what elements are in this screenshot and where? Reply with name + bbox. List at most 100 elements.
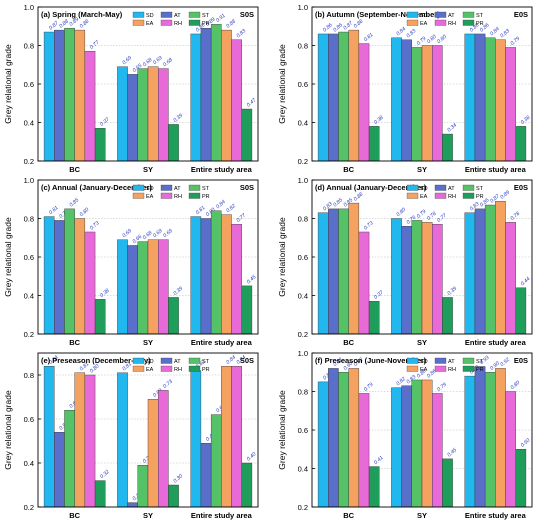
bar-value-label: 0.79: [510, 36, 522, 47]
bar-value-label: 0.80: [89, 363, 101, 374]
legend-swatch-PR: [462, 365, 475, 372]
bar-ST: [210, 210, 222, 335]
y-tick-label: 0.4: [298, 291, 308, 300]
plot-frame: [37, 179, 259, 335]
bar-value-label: 0.78: [426, 211, 438, 222]
bar-AT: [54, 29, 65, 162]
y-tick-label: 1.0: [24, 3, 34, 12]
bar-ST: [137, 465, 149, 508]
bar-EA: [421, 379, 433, 508]
y-tick-label: 0.6: [24, 80, 34, 89]
bar-value-label: 0.39: [142, 454, 154, 465]
bar-ST: [64, 410, 75, 508]
legend: SD AT ST EA RH PR: [132, 184, 210, 200]
legend-label-ST: ST: [202, 13, 210, 19]
legend-label-RH: RH: [448, 194, 456, 200]
bar-PR: [241, 462, 253, 508]
bar-value-label: 0.54: [58, 421, 70, 432]
bar-value-label: 0.90: [489, 361, 501, 372]
y-tick-label: 0.6: [24, 415, 34, 424]
legend-label-ST: ST: [202, 186, 210, 192]
bar-value-label: 0.68: [162, 57, 174, 68]
bar-value-label: 0.80: [205, 207, 217, 218]
bar-AT: [474, 208, 486, 335]
bar-SD: [43, 366, 55, 508]
panel-title: (d) Annual (January-December): [315, 183, 427, 192]
bar-SD: [464, 33, 476, 162]
bar-value-label: 0.81: [195, 205, 207, 216]
bar-value-label: 0.34: [446, 122, 458, 133]
bar-value-label: 0.49: [205, 432, 217, 443]
bar-RH: [358, 393, 370, 508]
chart-panel-6: 0.2 0.4 0.6 0.8 1.0 Grey relational grade 0.85…: [277, 349, 533, 520]
bar-PR: [442, 297, 453, 335]
x-tick-label: Entire study area: [465, 511, 527, 520]
bar-EA: [221, 214, 232, 335]
bar-value-label: 0.90: [342, 361, 354, 372]
bar-value-label: 0.88: [353, 191, 365, 202]
bar-AT: [54, 220, 65, 335]
x-tick-label: SY: [417, 338, 427, 347]
y-axis-label: Grey relational grade: [3, 217, 13, 297]
bar-value-label: 0.73: [89, 220, 101, 231]
bar-EA: [348, 368, 360, 508]
legend-swatch-EA: [406, 365, 419, 372]
bar-value-label: 0.81: [79, 361, 91, 372]
x-tick-label: SY: [417, 165, 427, 174]
bar-PR: [94, 480, 106, 508]
bar-AT: [401, 39, 413, 162]
y-tick-label: 0.2: [24, 157, 34, 166]
x-tick-label: Entire study area: [465, 338, 527, 347]
bar-value-label: 0.83: [406, 28, 418, 39]
legend-label-SD: SD: [146, 13, 154, 19]
bar-value-label: 0.80: [395, 207, 407, 218]
bar-AT: [127, 74, 138, 162]
bar-value-label: 0.82: [225, 203, 237, 214]
legend-label-EA: EA: [420, 194, 428, 200]
bar-value-label: 0.81: [121, 361, 133, 372]
legend-swatch-PR: [188, 365, 201, 372]
legend-label-ST: ST: [476, 186, 484, 192]
bar-value-label: 0.64: [68, 399, 80, 410]
legend-label-AT: AT: [448, 186, 455, 192]
bar-value-label: 0.79: [363, 382, 375, 393]
bar-value-label: 0.85: [332, 197, 344, 208]
bar-value-label: 0.87: [48, 20, 60, 32]
bar-EA: [74, 372, 86, 508]
bar-value-label: 0.89: [205, 17, 217, 28]
y-tick-label: 0.2: [298, 157, 308, 166]
x-tick-label: Entire study area: [465, 165, 527, 174]
legend-swatch-PR: [462, 19, 475, 26]
bar-value-label: 0.30: [172, 473, 184, 484]
legend-label-SD: SD: [420, 186, 428, 192]
bar-value-label: 0.73: [162, 379, 174, 390]
bar-value-label: 0.38: [520, 115, 532, 126]
bar-value-label: 0.88: [79, 18, 91, 29]
bar-AT: [474, 366, 486, 508]
bar-value-label: 0.38: [99, 288, 111, 299]
bar-value-label: 0.38: [373, 115, 385, 126]
bar-value-label: 0.92: [332, 357, 344, 368]
bar-PR: [94, 299, 106, 335]
panel-title: (c) Annual (January-December): [41, 183, 153, 192]
bar-value-label: 0.89: [499, 190, 511, 201]
panel-tag: S0S: [240, 10, 254, 19]
bar-EA: [495, 368, 506, 508]
bar-value-label: 0.84: [395, 26, 407, 37]
bar-value-label: 0.73: [363, 220, 375, 231]
legend-label-PR: PR: [476, 21, 484, 27]
bar-SD: [190, 33, 202, 162]
bar-value-label: 0.88: [58, 18, 70, 29]
x-tick-label: BC: [343, 165, 354, 174]
y-axis-label: Grey relational grade: [3, 390, 13, 470]
bar-SD: [117, 66, 128, 162]
bar-AT: [328, 368, 339, 508]
bar-AT: [200, 27, 212, 162]
bar-EA: [495, 39, 506, 162]
bar-value-label: 0.84: [48, 355, 60, 366]
bar-PR: [442, 458, 453, 508]
bar-value-label: 0.89: [68, 17, 80, 28]
bar-value-label: 0.69: [152, 55, 164, 66]
legend-swatch-SD: [132, 184, 145, 191]
